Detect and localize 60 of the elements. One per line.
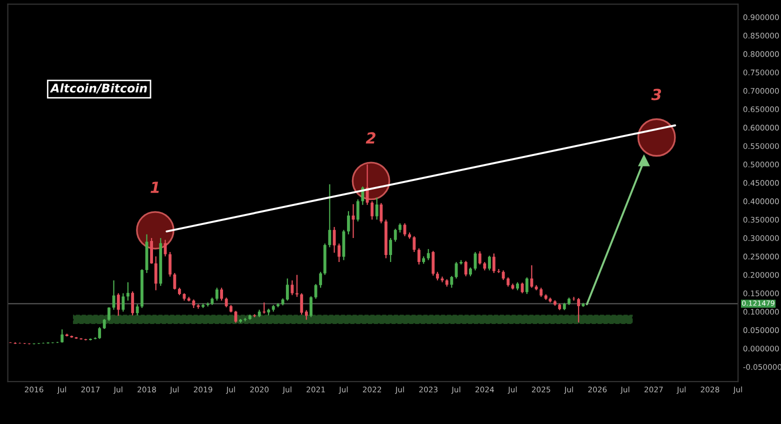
- candlestick: [286, 278, 289, 302]
- candlestick: [290, 280, 294, 296]
- point: [637, 118, 676, 157]
- candlestick: [488, 255, 491, 271]
- candlestick: [370, 200, 374, 220]
- candlestick: [60, 328, 64, 344]
- candlestick: [314, 283, 318, 300]
- candlestick: [506, 276, 510, 288]
- candlestick: [126, 282, 130, 302]
- candlestick: [432, 250, 435, 276]
- candlestick: [375, 196, 378, 220]
- candlestick: [389, 237, 392, 263]
- text: Altcoin/Bitcoin: [50, 83, 147, 94]
- point: [136, 211, 174, 250]
- candlestick: [131, 290, 134, 316]
- candlestick: [347, 210, 350, 235]
- candlestick: [102, 318, 106, 330]
- annotation: 3: [651, 88, 662, 100]
- candlestick: [502, 270, 505, 281]
- candlestick: [412, 236, 416, 253]
- candlestick: [262, 302, 266, 314]
- candlestick: [478, 250, 482, 266]
- candlestick: [332, 226, 336, 254]
- candlestick: [154, 256, 158, 291]
- candlestick: [417, 248, 420, 266]
- candlestick: [296, 274, 298, 298]
- candlestick: [338, 242, 341, 263]
- candlestick: [300, 292, 304, 316]
- candlestick: [464, 260, 468, 277]
- candlestick: [304, 310, 308, 320]
- annotation: 2: [366, 132, 376, 144]
- candlestick: [220, 287, 224, 302]
- candlestick: [122, 292, 125, 312]
- point: [638, 155, 650, 166]
- candlestick: [319, 271, 322, 288]
- candlestick: [310, 296, 312, 318]
- candlestick: [173, 272, 176, 290]
- candlestick: [136, 304, 139, 316]
- candlestick: [530, 264, 534, 288]
- candlestick: [394, 228, 397, 242]
- candlestick: [108, 306, 110, 322]
- candlestick: [398, 222, 402, 234]
- candlestick: [540, 287, 543, 298]
- candlestick: [168, 251, 172, 278]
- candlestick: [520, 282, 524, 294]
- candlestick: [215, 287, 218, 302]
- candlestick: [492, 252, 496, 274]
- candlestick: [380, 202, 383, 224]
- candlestick: [356, 198, 360, 222]
- annotation: 1: [150, 182, 159, 193]
- candlestick: [116, 292, 120, 316]
- candlestick: [525, 276, 528, 295]
- candlestick: [328, 184, 332, 248]
- candlestick: [426, 248, 430, 261]
- candlestick: [150, 237, 154, 264]
- candlestick: [98, 326, 102, 340]
- candlestick: [224, 297, 228, 308]
- candlestick: [497, 268, 500, 274]
- candlestick: [577, 297, 580, 323]
- candlestick: [450, 275, 454, 288]
